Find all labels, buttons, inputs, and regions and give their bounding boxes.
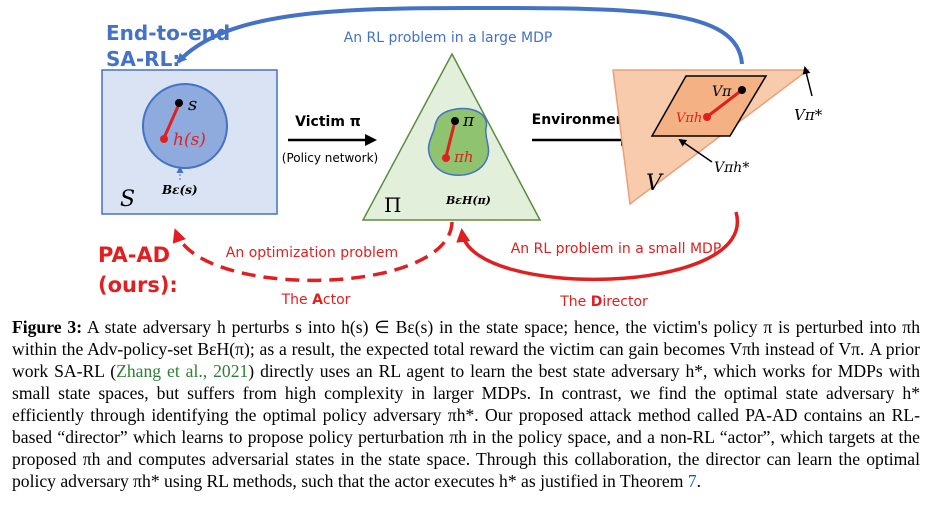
sarl-label-line1: End-to-end (106, 21, 230, 45)
actor-label: The Actor (281, 292, 351, 308)
policy-space-symbol: Π (384, 193, 401, 217)
optimization-label: An optimization problem (226, 245, 398, 261)
value-rhombus (650, 75, 768, 137)
caption-text-1: A state adversary h perturbs s into h(s)… (12, 317, 920, 381)
vpistar-pointer (802, 66, 813, 97)
director-label: The Director (559, 294, 648, 310)
large-mdp-label: An RL problem in a large MDP (344, 30, 553, 46)
value-perturbation-arrow (707, 88, 743, 118)
value-vpihstar-label: Vπh* (714, 160, 749, 176)
ball-label: Bε(s) (161, 183, 198, 197)
policy-pi-dot (451, 117, 459, 125)
policy-pi-label: π (462, 111, 475, 131)
value-vpistar-label: Vπ* (794, 106, 823, 124)
victim-label: Victim π (295, 114, 361, 130)
paad-label-line1: PA-AD (98, 243, 170, 267)
state-ball (142, 83, 228, 169)
state-perturbation-arrow (162, 103, 181, 139)
state-space-symbol: S (120, 187, 135, 212)
value-vpi-dot (738, 86, 746, 94)
caption-label: Figure 3: (12, 317, 83, 337)
state-hs-label: h(s) (173, 130, 206, 150)
citation-link[interactable]: Zhang et al., 2021 (116, 361, 249, 381)
caption-paragraph: Figure 3: A state adversary h perturbs s… (12, 316, 920, 492)
policy-pih-label: πh (453, 148, 474, 166)
vpihstar-pointer (678, 138, 713, 163)
pa-ad-diagram: An RL problem in a large MDP End-to-end … (98, 5, 823, 310)
policy-pih-dot (442, 154, 450, 162)
caption-text-2: ) directly uses an RL agent to learn the… (12, 361, 920, 491)
value-vpi-label: Vπ (712, 84, 732, 100)
state-hs-dot (160, 135, 168, 143)
sarl-label-line2: SA-RL: (106, 47, 180, 71)
state-s-label: s (188, 94, 197, 115)
state-s-dot (175, 99, 183, 107)
figure-caption: Figure 3: A state adversary h perturbs s… (12, 316, 920, 492)
paad-label-line2: (ours): (98, 273, 178, 297)
value-vpih-dot (703, 113, 711, 121)
policy-network-label: (Policy network) (282, 151, 378, 165)
adv-policy-set-label: BεH(π) (445, 194, 491, 207)
theorem-link[interactable]: 7 (687, 471, 697, 491)
small-mdp-label: An RL problem in a small MDP (511, 241, 722, 257)
policy-perturbation-arrow (444, 120, 457, 158)
caption-text-3: . (696, 471, 702, 491)
optimization-arrow (172, 221, 454, 282)
environment-label: Environment (532, 112, 633, 128)
value-vpih-label: Vπh (676, 111, 702, 126)
large-mdp-arrow (176, 5, 744, 65)
small-mdp-arrow (456, 211, 740, 282)
value-space-triangle (612, 69, 811, 206)
value-space-symbol: V (646, 171, 664, 196)
